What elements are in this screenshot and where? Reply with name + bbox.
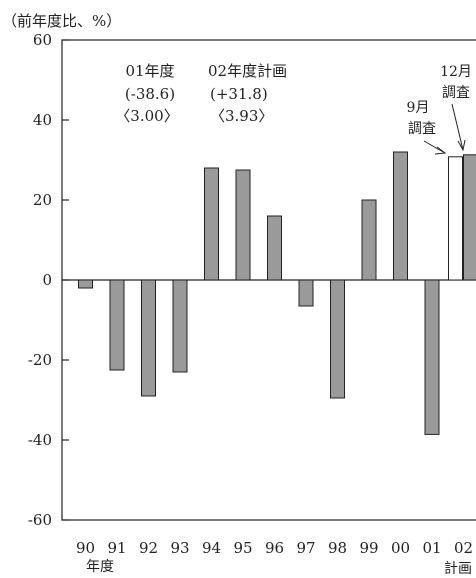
y-axis: 60 40 20 0 -20 -40 -60	[28, 31, 69, 529]
bar-92	[141, 279, 156, 397]
x-tick-label: 92	[139, 539, 158, 557]
x-tick-label: 94	[202, 539, 221, 557]
annotation-sep-survey: 9月 調査	[407, 100, 447, 155]
x-tick-label: 99	[359, 539, 378, 557]
x-tick-label: 01	[422, 539, 441, 557]
x-tick-label: 96	[265, 539, 284, 557]
bar-01	[424, 279, 440, 435]
annotation-dec-line1: 12月	[440, 64, 472, 80]
x-tick-label: 95	[233, 539, 252, 557]
annotation-fy01: 01年度 (-38.6) 〈3.00〉	[115, 62, 178, 125]
y-tick-label: 20	[33, 191, 52, 209]
bar-97	[298, 279, 314, 307]
annotation-dec-line2: 調査	[442, 85, 470, 101]
annotation-sep-arrowhead	[434, 146, 447, 155]
y-tick-label: 40	[33, 111, 52, 129]
y-tick-label: -40	[28, 431, 52, 449]
annotation-fy02-bracket: 〈3.93〉	[210, 107, 273, 125]
annotation-fy01-title: 01年度	[125, 62, 174, 80]
x-tick-label: 97	[296, 539, 315, 557]
annotation-sep-arrow	[423, 140, 446, 154]
bar-93	[172, 279, 188, 373]
x-tick-label: 93	[170, 539, 189, 557]
bar-94	[204, 167, 219, 281]
y-tick-label: 60	[33, 31, 52, 49]
bar-90	[78, 279, 93, 289]
x-axis-caption: 年度	[86, 559, 114, 575]
annotation-sep-line1: 9月	[407, 100, 430, 116]
annotation-fy02: 02年度計画 (+31.8) 〈3.93〉	[208, 62, 287, 125]
annotation-sep-line2: 調査	[408, 121, 436, 137]
bar-00	[393, 151, 408, 281]
bar-99	[361, 199, 377, 281]
annotation-fy02-title: 02年度計画	[208, 62, 287, 80]
unit-label: （前年度比、%）	[2, 12, 121, 30]
annotation-dec-survey: 12月 調査	[440, 64, 472, 152]
x-tick-label: 00	[391, 539, 410, 557]
bars	[78, 151, 476, 435]
x-tick-label: 90	[76, 539, 95, 557]
annotation-dec-arrowhead	[457, 139, 466, 152]
bar-98	[330, 279, 345, 399]
bar-02-9月調査	[448, 156, 463, 281]
annotation-fy01-change: (-38.6)	[125, 85, 175, 103]
x-tick-label: 91	[107, 539, 126, 557]
bar-96	[267, 215, 282, 281]
annotation-fy02-change: (+31.8)	[210, 85, 268, 103]
y-tick-label: -20	[28, 351, 52, 369]
annotation-fy01-bracket: 〈3.00〉	[115, 107, 178, 125]
bar-95	[235, 169, 251, 281]
bar-02-12月調査	[463, 154, 476, 281]
x-tick-label: 02	[454, 539, 473, 557]
y-tick-label: -60	[28, 511, 52, 529]
annotation-dec-arrow	[451, 103, 464, 151]
x-axis: 90 91 92 93 94 95 96 97 98 99 00 01 02	[76, 539, 473, 557]
y-tick-label: 0	[42, 271, 52, 289]
x-tick-label: 98	[328, 539, 347, 557]
bar-91	[109, 279, 125, 371]
plan-caption: 計画	[444, 561, 472, 577]
